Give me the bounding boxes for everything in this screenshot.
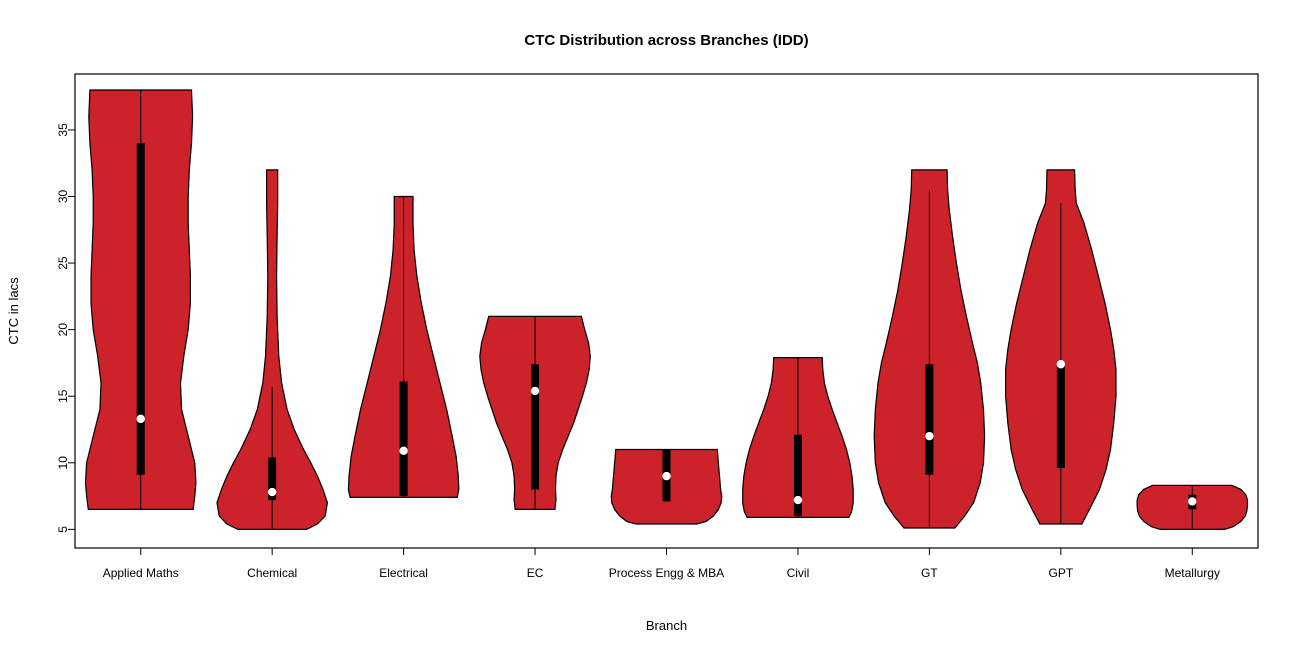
x-axis-tick-label: GT: [921, 566, 938, 580]
median-point: [793, 495, 803, 505]
median-point: [530, 386, 540, 396]
median-point: [1188, 497, 1197, 506]
median-point: [136, 414, 145, 424]
x-axis-label: Branch: [646, 618, 687, 633]
iqr-box: [531, 364, 540, 490]
median-point: [267, 487, 277, 497]
violin-body: [216, 169, 329, 531]
y-axis-tick-label: 15: [56, 389, 70, 403]
iqr-box: [268, 457, 277, 501]
iqr-box: [136, 143, 145, 475]
y-axis-tick-label: 30: [56, 190, 70, 204]
y-axis-label: CTC in lacs: [6, 277, 21, 345]
median-point: [1056, 360, 1066, 369]
page-title: CTC Distribution across Branches (IDD): [524, 32, 808, 49]
y-axis-tick-label: 20: [56, 323, 70, 337]
median-point: [662, 471, 671, 481]
iqr-box: [1056, 364, 1065, 469]
y-axis-tick-label: 25: [56, 256, 70, 270]
x-axis-tick-label: Chemical: [247, 566, 297, 580]
x-axis-tick-label: Applied Maths: [103, 566, 179, 580]
x-axis-tick-label: Process Engg & MBA: [609, 566, 724, 580]
y-axis-tick-label: 5: [56, 526, 70, 533]
x-axis-tick-label: EC: [527, 566, 544, 580]
median-point: [925, 431, 934, 441]
iqr-box: [925, 364, 934, 475]
x-axis-tick-label: Electrical: [379, 566, 428, 580]
iqr-box: [793, 434, 802, 517]
x-axis-tick-label: Metallurgy: [1165, 566, 1220, 580]
median-point: [399, 446, 408, 456]
iqr-box: [399, 381, 408, 497]
x-axis-tick-label: GPT: [1048, 566, 1073, 580]
x-axis-tick-label: Civil: [787, 566, 810, 580]
plot-frame: [74, 73, 1259, 549]
y-axis-tick-label: 10: [56, 456, 70, 470]
y-axis-tick-label: 35: [56, 123, 70, 137]
